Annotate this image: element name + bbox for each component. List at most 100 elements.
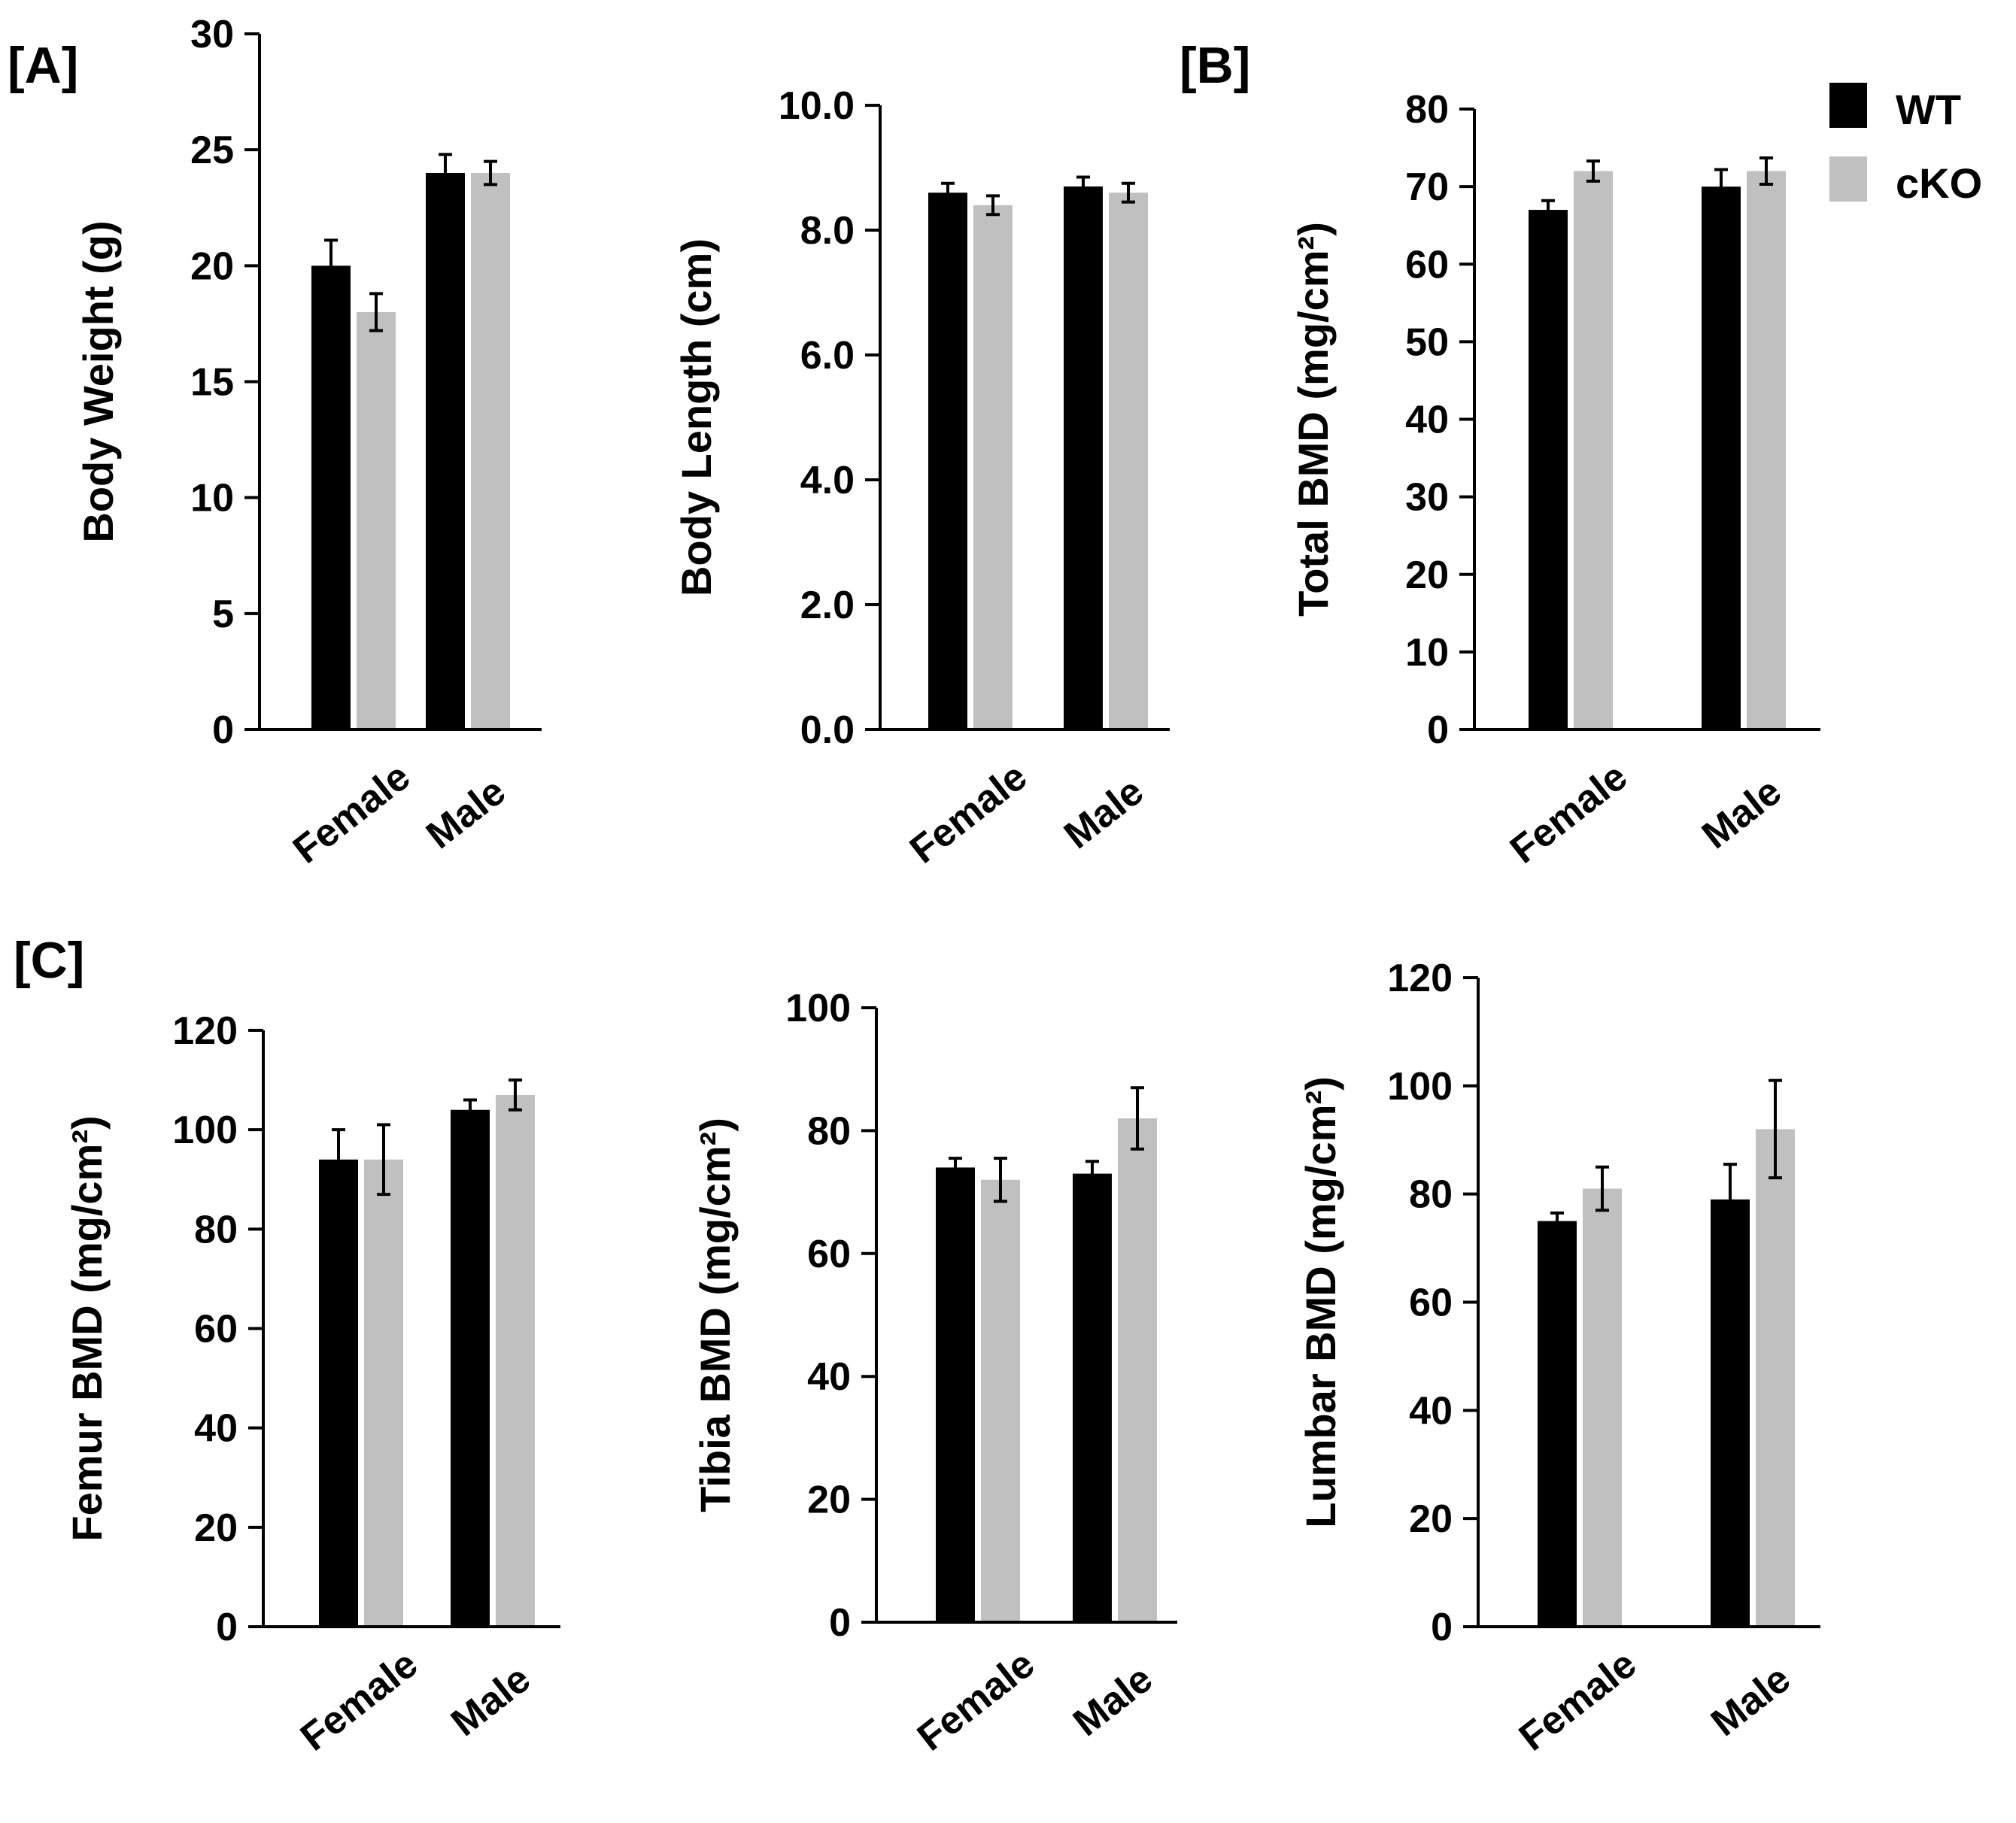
y-tick-label: 100 (785, 987, 851, 1030)
y-tick-label: 0 (212, 708, 234, 752)
bar-cko-male (471, 173, 510, 730)
y-tick-label: 120 (1387, 957, 1453, 1000)
error-bar-wt-male (1723, 1163, 1737, 1236)
y-tick-label: 40 (194, 1407, 238, 1451)
error-bar-cko-male (1759, 156, 1773, 187)
y-axis-title: Femur BMD (mg/cm²) (63, 1115, 111, 1541)
y-tick-label: 2.0 (800, 584, 855, 627)
error-bar-wt-male (1076, 175, 1090, 198)
category-label-male: Male (418, 769, 514, 857)
chart-1: 0 5 10 15 20 25 30 Body Weight (g) Female Male (74, 13, 542, 872)
y-tick-label: 8.0 (800, 209, 855, 253)
error-bar-wt-female (1550, 1211, 1564, 1231)
bar-wt-male (1064, 186, 1103, 730)
error-bar-wt-male (1085, 1160, 1099, 1188)
y-axis-title: Tibia BMD (mg/cm²) (691, 1118, 739, 1512)
y-tick-label: 20 (1409, 1497, 1453, 1541)
y-tick-label: 4.0 (800, 459, 855, 502)
error-bar-cko-male (509, 1078, 522, 1112)
y-tick-label: 100 (172, 1109, 238, 1152)
y-tick-label: 25 (190, 129, 234, 172)
error-bar-wt-female (949, 1157, 962, 1178)
chart-2: 0.0 2.0 4.0 6.0 8.0 10.0 Body Length (cm) Femal… (673, 84, 1170, 872)
error-bar-cko-female (369, 292, 383, 332)
error-bar-wt-male (439, 153, 452, 193)
panel-label-a: [A] (8, 37, 78, 94)
y-tick-label: 0 (1427, 708, 1449, 752)
bar-cko-female (1583, 1188, 1622, 1627)
bar-wt-female (1538, 1221, 1577, 1627)
bar-cko-male (496, 1094, 535, 1627)
y-axis-title: Body Weight (g) (74, 220, 122, 542)
y-tick-label: 0 (1431, 1606, 1453, 1649)
category-label-male: Male (1703, 1657, 1799, 1745)
category-label-female: Female (909, 1643, 1043, 1760)
y-tick-label: 80 (807, 1109, 851, 1153)
bar-wt-female (936, 1167, 975, 1622)
y-tick-label: 0 (829, 1601, 851, 1645)
y-tick-label: 70 (1405, 165, 1449, 209)
bar-cko-female (1574, 171, 1613, 730)
y-tick-label: 10 (190, 477, 234, 520)
bar-wt-male (426, 173, 465, 730)
y-tick-label: 60 (194, 1308, 238, 1351)
category-label-male: Male (1056, 769, 1152, 857)
error-bar-wt-female (941, 181, 955, 204)
bar-wt-female (311, 265, 351, 730)
chart-4: 0 20 40 60 80 100 120 Femur BMD (mg/cm²) Female M… (63, 1009, 560, 1760)
y-tick-label: 40 (1409, 1389, 1453, 1433)
legend: WT cKO (1829, 83, 1982, 207)
y-tick-label: 10.0 (779, 84, 855, 128)
category-label-male: Male (1694, 769, 1790, 857)
legend-label-cko: cKO (1896, 159, 1982, 207)
bar-wt-male (451, 1109, 490, 1627)
bar-cko-female (364, 1159, 403, 1627)
y-tick-label: 30 (190, 13, 234, 56)
y-tick-label: 60 (807, 1233, 851, 1276)
y-tick-label: 60 (1409, 1282, 1453, 1325)
category-label-female: Female (1511, 1643, 1644, 1760)
error-bar-cko-male (1769, 1078, 1782, 1180)
bar-cko-female (981, 1179, 1020, 1622)
y-tick-label: 20 (190, 244, 234, 288)
y-tick-label: 6.0 (800, 334, 855, 378)
error-bar-cko-female (994, 1157, 1007, 1203)
bar-cko-female (357, 312, 396, 730)
y-axis-title: Lumbar BMD (mg/cm²) (1297, 1076, 1344, 1527)
legend-swatch-cko (1829, 156, 1867, 202)
error-bar-cko-male (1122, 181, 1135, 204)
y-tick-label: 100 (1387, 1065, 1453, 1109)
category-label-male: Male (1065, 1657, 1161, 1745)
category-label-female: Female (902, 755, 1035, 872)
y-tick-label: 10 (1405, 631, 1449, 675)
y-tick-label: 40 (807, 1355, 851, 1399)
y-tick-label: 80 (1405, 88, 1449, 132)
bar-wt-male (1073, 1173, 1112, 1622)
error-bar-cko-female (1586, 159, 1600, 183)
y-axis-title: Total BMD (mg/cm²) (1289, 222, 1337, 617)
legend-swatch-wt (1829, 83, 1867, 128)
chart-6: 0 20 40 60 80 100 120 Lumbar BMD (mg/cm²) Female… (1297, 957, 1820, 1760)
y-tick-label: 5 (212, 593, 234, 636)
y-axis-title: Body Length (cm) (673, 238, 720, 596)
error-bar-wt-male (463, 1098, 477, 1121)
bar-cko-male (1109, 193, 1148, 730)
y-tick-label: 0.0 (800, 708, 855, 752)
bar-cko-male (1756, 1129, 1795, 1627)
bar-cko-male (1118, 1118, 1157, 1622)
category-label-female: Female (293, 1643, 426, 1760)
error-bar-cko-male (1131, 1086, 1144, 1151)
y-tick-label: 80 (194, 1208, 238, 1251)
error-bar-wt-male (1714, 168, 1728, 205)
y-tick-label: 30 (1405, 476, 1449, 520)
y-tick-label: 40 (1405, 399, 1449, 442)
y-tick-label: 0 (216, 1606, 238, 1649)
y-tick-label: 60 (1405, 243, 1449, 287)
y-tick-label: 80 (1409, 1173, 1453, 1217)
panel-label-b: [B] (1180, 37, 1250, 94)
error-bar-cko-female (1595, 1165, 1609, 1212)
bar-cko-female (973, 205, 1013, 730)
category-label-female: Female (1502, 755, 1635, 872)
